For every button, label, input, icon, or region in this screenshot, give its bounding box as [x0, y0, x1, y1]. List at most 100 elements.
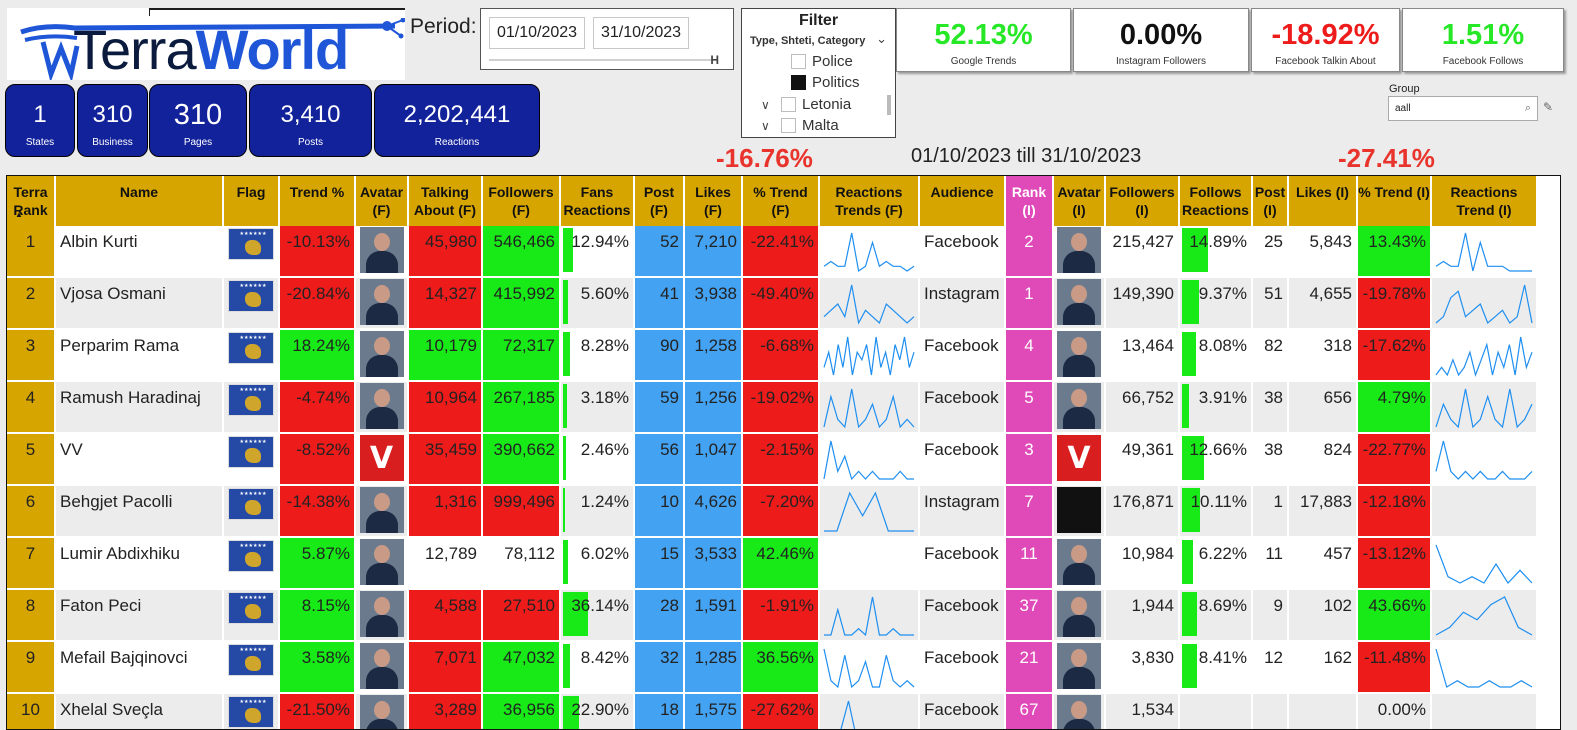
period-slider-track[interactable]: [489, 59, 717, 61]
cell-name: Faton Peci: [56, 590, 224, 642]
cell-post-f: 52: [635, 226, 685, 278]
column-header-avatar-i[interactable]: Avatar (I): [1054, 176, 1106, 226]
table-row[interactable]: 1 Albin Kurti ★★★★★★ -10.13% 45,980 546,466 12…: [7, 226, 1538, 278]
table-row[interactable]: 7 Lumir Abdixhiku ★★★★★★ 5.87% 12,789 78,112 6…: [7, 538, 1538, 590]
fans-reactions-bar: [563, 228, 573, 272]
avatar-body: [1063, 251, 1095, 273]
cell-likes-f: 1,575: [685, 694, 743, 729]
column-header-reactions-trend-i[interactable]: Reactions Trend (I): [1432, 176, 1538, 226]
period-slider-handle[interactable]: H: [710, 53, 719, 67]
avatar-body: [1063, 615, 1095, 637]
cell-rank-i: 21: [1006, 642, 1054, 694]
cell-talking-about-f: 4,588: [409, 590, 483, 642]
column-header-pct-trend-f[interactable]: % Trend (F): [743, 176, 820, 226]
stat-caption: States: [25, 137, 55, 148]
reactions-sparkline-f: [823, 648, 915, 689]
table-header-row: Terra Rank ▲ Name Flag Trend % Avatar (F) Talk…: [7, 176, 1538, 226]
cell-followers-i: 3,830: [1106, 642, 1180, 694]
follows-reactions-bar: [1182, 436, 1205, 480]
eraser-icon[interactable]: ✎: [1543, 100, 1554, 114]
table-row[interactable]: 9 Mefail Bajqinovci ★★★★★★ 3.58% 7,071 47,032…: [7, 642, 1538, 694]
column-header-rank-i[interactable]: Rank (I): [1006, 176, 1054, 226]
checkbox-icon[interactable]: [781, 118, 796, 133]
avatar-body: [365, 355, 398, 377]
checkbox-icon[interactable]: [781, 97, 796, 112]
reactions-sparkline-f: [824, 491, 914, 532]
cell-avatar-i: [1054, 330, 1106, 382]
cell-pct-trend-f: -19.02%: [743, 382, 820, 434]
period-end-input[interactable]: 31/10/2023: [593, 17, 689, 49]
cell-rank-i: 4: [1006, 330, 1054, 382]
avatar: V: [1057, 435, 1101, 481]
cell-post-f: 59: [635, 382, 685, 434]
column-header-post-f[interactable]: Post (F): [635, 176, 685, 226]
period-start-input[interactable]: 01/10/2023: [489, 17, 585, 49]
column-header-flag[interactable]: Flag: [224, 176, 280, 226]
column-header-terra-rank[interactable]: Terra Rank ▲: [7, 176, 56, 226]
cell-post-i: [1253, 694, 1289, 729]
cell-followers-i: 1,534: [1106, 694, 1180, 729]
chevron-down-icon[interactable]: ⌄: [876, 31, 887, 46]
table-row[interactable]: 3 Perparim Rama ★★★★★★ 18.24% 10,179 72,317 8.…: [7, 330, 1538, 382]
column-header-fans-reactions[interactable]: Fans Reactions: [561, 176, 635, 226]
checkbox-checked-icon[interactable]: [791, 75, 806, 90]
fans-reactions-value: 12.94%: [571, 232, 629, 251]
cell-fans-reactions: 22.90%: [561, 694, 635, 729]
column-header-follows-reactions[interactable]: Follows Reactions: [1180, 176, 1253, 226]
avatar-body: [365, 511, 398, 533]
chevron-expand-icon[interactable]: ∨: [761, 118, 770, 133]
kosovo-flag-icon: ★★★★★★: [228, 332, 274, 364]
avatar-head: [1071, 649, 1087, 667]
cell-likes-f: 1,047: [685, 434, 743, 486]
cell-reactions-trends-f: [820, 382, 920, 434]
follows-reactions-value: 10.11%: [1190, 492, 1247, 511]
cell-likes-f: 1,258: [685, 330, 743, 382]
column-header-audience[interactable]: Audience: [920, 176, 1006, 226]
sort-ascending-icon[interactable]: ▲: [15, 210, 23, 219]
checkbox-icon[interactable]: [791, 54, 806, 69]
column-header-reactions-trends-f[interactable]: Reactions Trends (F): [820, 176, 920, 226]
column-header-trend[interactable]: Trend %: [280, 176, 356, 226]
column-header-name[interactable]: Name: [56, 176, 224, 226]
avatar-head: [373, 493, 390, 511]
cell-avatar-f: [356, 226, 409, 278]
filter-item-letonia[interactable]: ∨ Letonia: [761, 96, 851, 113]
kosovo-flag-icon: ★★★★★★: [228, 436, 274, 468]
cell-likes-f: 4,626: [685, 486, 743, 538]
filter-item-malta[interactable]: ∨ Malta: [761, 117, 839, 134]
cell-terra-rank: 3: [7, 330, 56, 382]
column-header-avatar-f[interactable]: Avatar (F): [356, 176, 409, 226]
filter-scrollbar[interactable]: [887, 95, 891, 115]
filter-item-politics[interactable]: Politics: [771, 74, 860, 91]
cell-followers-i: 176,871: [1106, 486, 1180, 538]
cell-trend: -14.38%: [280, 486, 356, 538]
column-header-likes-f[interactable]: Likes (F): [685, 176, 743, 226]
fans-reactions-value: 1.24%: [580, 492, 629, 511]
fans-reactions-bar: [563, 592, 588, 636]
filter-item-police[interactable]: Police: [771, 53, 853, 70]
fans-reactions-value: 5.60%: [580, 284, 629, 303]
table-row[interactable]: 2 Vjosa Osmani ★★★★★★ -20.84% 14,327 415,992 5…: [7, 278, 1538, 330]
column-header-post-i[interactable]: Post (I): [1253, 176, 1289, 226]
table-row[interactable]: 8 Faton Peci ★★★★★★ 8.15% 4,588 27,510 36.14% 2…: [7, 590, 1538, 642]
cell-pct-trend-i: 0.00%: [1358, 694, 1432, 729]
column-header-talking-about-f[interactable]: Talking About (F): [409, 176, 483, 226]
table-row[interactable]: 5 VV ★★★★★★ -8.52% V 35,459 390,662 2.46% 56 1,04…: [7, 434, 1538, 486]
column-header-followers-f[interactable]: Followers (F): [483, 176, 561, 226]
group-search-input[interactable]: aall ⌕: [1388, 96, 1538, 121]
column-header-likes-i[interactable]: Likes (I): [1289, 176, 1358, 226]
chevron-expand-icon[interactable]: ∨: [761, 97, 770, 112]
avatar-body: [1063, 563, 1095, 585]
kpi-label: Facebook Talkin About: [1275, 56, 1376, 67]
table-row[interactable]: 4 Ramush Haradinaj ★★★★★★ -4.74% 10,964 267,1…: [7, 382, 1538, 434]
cell-flag: ★★★★★★: [224, 590, 280, 642]
column-header-pct-trend-i[interactable]: % Trend (I): [1358, 176, 1432, 226]
ranking-table[interactable]: Terra Rank ▲ Name Flag Trend % Avatar (F) Talk…: [6, 175, 1561, 730]
cell-reactions-trends-f: [820, 590, 920, 642]
table-row[interactable]: 10 Xhelal Sveçla ★★★★★★ -21.50% 3,289 36,956 2…: [7, 694, 1538, 729]
table-row[interactable]: 6 Behgjet Pacolli ★★★★★★ -14.38% 1,316 999,49…: [7, 486, 1538, 538]
fans-reactions-value: 2.46%: [580, 440, 629, 459]
column-header-followers-i[interactable]: Followers (I): [1106, 176, 1180, 226]
search-icon[interactable]: ⌕: [1524, 102, 1531, 114]
follows-reactions-bar: [1182, 488, 1200, 532]
